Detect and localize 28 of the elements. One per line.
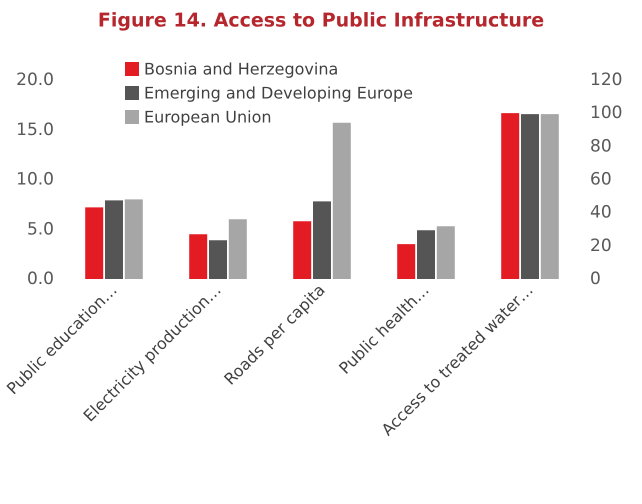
legend-label: Bosnia and Herzegovina: [144, 60, 338, 78]
legend-label: European Union: [144, 108, 272, 126]
bar: [124, 199, 143, 279]
legend-label: Emerging and Developing Europe: [144, 84, 413, 102]
y-tick-label: 10.0: [16, 170, 54, 190]
bar: [417, 230, 435, 279]
chart-title: Figure 14. Access to Public Infrastructure: [98, 10, 544, 32]
bar: [397, 244, 416, 279]
bar: [105, 200, 123, 279]
bar: [209, 240, 227, 279]
y2-tick-label: 40: [590, 202, 612, 223]
y-tick-label: 20.0: [16, 70, 54, 90]
bar: [228, 219, 247, 279]
bar: [189, 234, 208, 279]
y2-tick-label: 20: [590, 236, 612, 256]
bar: [313, 201, 331, 279]
bar: [85, 207, 104, 279]
y-tick-label: 15.0: [16, 120, 54, 140]
y2-tick-label: 120: [590, 70, 622, 90]
y2-tick-label: 80: [590, 136, 612, 156]
bar: [332, 122, 351, 279]
y2-tick-label: 0: [590, 269, 601, 289]
bar: [436, 226, 455, 279]
y2-tick-label: 100: [590, 103, 622, 124]
y2-tick-label: 60: [590, 170, 612, 190]
bar: [293, 221, 312, 279]
y-tick-label: 0.0: [26, 269, 54, 289]
y-tick-label: 5.0: [26, 219, 54, 240]
